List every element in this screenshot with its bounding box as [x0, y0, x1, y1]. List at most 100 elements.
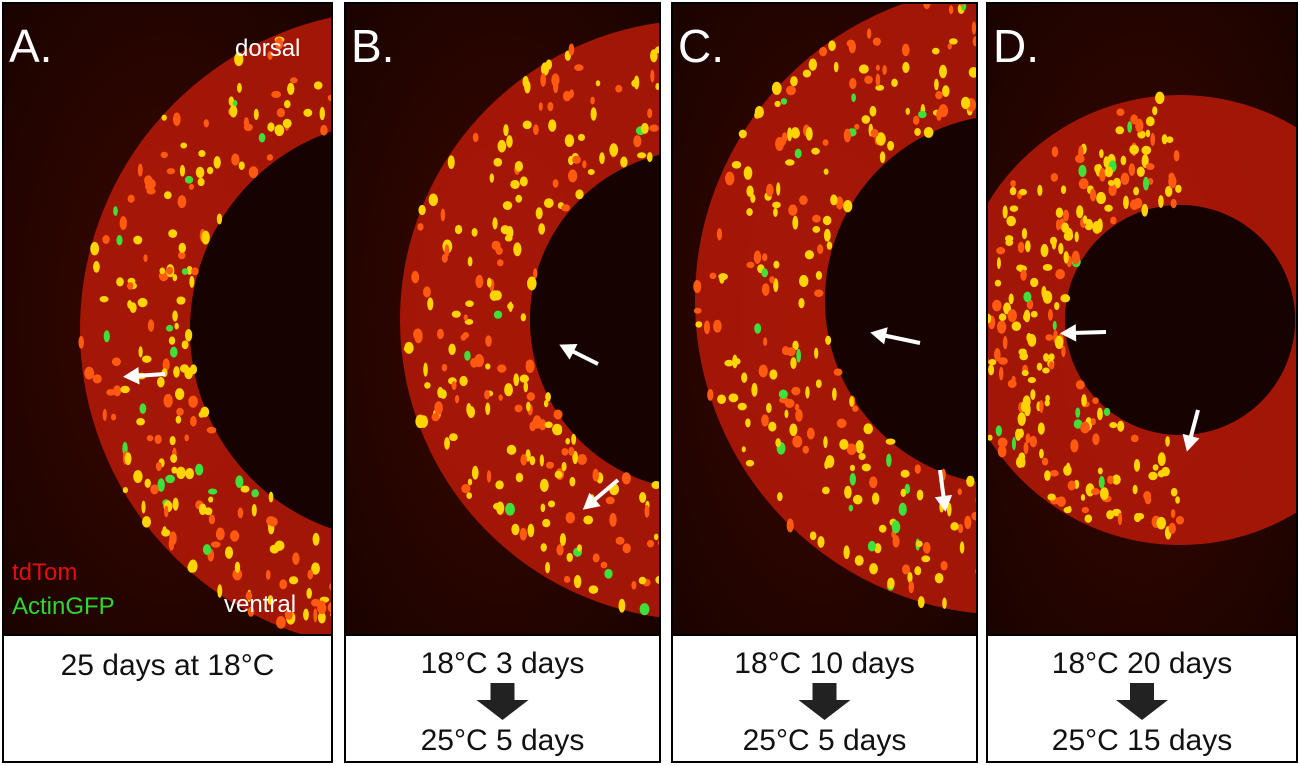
cell [1164, 185, 1173, 197]
legend-actingfp: ActinGFP [12, 593, 115, 620]
cell [1117, 420, 1125, 432]
cell [802, 69, 812, 78]
cell [515, 472, 524, 483]
cell [1023, 313, 1028, 321]
cell [1039, 400, 1044, 414]
cell [141, 516, 152, 528]
cell [577, 133, 585, 142]
micrograph [987, 3, 1297, 635]
cell [647, 108, 653, 119]
down-arrow [1116, 683, 1168, 720]
cell [514, 160, 524, 172]
cell [615, 536, 625, 545]
panel-letter: A. [9, 20, 52, 72]
cell [1120, 155, 1127, 166]
cell [852, 494, 863, 505]
cell [417, 223, 424, 231]
cell [327, 94, 332, 102]
cell [960, 96, 971, 110]
cell [769, 369, 778, 380]
cell [1133, 197, 1143, 209]
cell [1156, 516, 1167, 530]
cell [1052, 320, 1057, 331]
cell [475, 274, 484, 289]
cell [946, 502, 952, 517]
cell [92, 374, 102, 384]
cell [728, 393, 739, 403]
cell [915, 540, 923, 548]
cell [1048, 361, 1055, 370]
cell [527, 523, 535, 538]
cell [434, 401, 443, 415]
cell [122, 487, 128, 494]
cell [994, 279, 1002, 287]
cell [563, 576, 571, 583]
cell [1089, 188, 1097, 202]
cell [176, 407, 184, 416]
cell [146, 435, 154, 442]
cell [168, 536, 175, 551]
cell [110, 413, 117, 421]
cell [1021, 369, 1029, 377]
cell [786, 85, 796, 96]
cell [947, 43, 952, 50]
cell [561, 461, 567, 472]
cell [267, 51, 273, 60]
cell [869, 476, 878, 489]
cell [127, 194, 135, 203]
cell [914, 464, 921, 474]
cell [493, 310, 503, 319]
cell [835, 196, 844, 210]
cell [595, 80, 601, 87]
cell [590, 96, 595, 105]
cell [437, 328, 444, 340]
cell [137, 163, 143, 177]
cell [502, 201, 513, 210]
cell [1136, 166, 1145, 177]
cell [1027, 333, 1037, 347]
cell [822, 139, 829, 146]
cell [964, 515, 972, 530]
cell [520, 313, 527, 322]
cell [590, 107, 597, 121]
cell [174, 322, 179, 330]
cell [717, 394, 727, 404]
cell [177, 195, 187, 209]
cell [1110, 216, 1117, 225]
cell [237, 82, 242, 93]
cell [1039, 448, 1044, 459]
cell [437, 386, 444, 399]
arrow [1071, 330, 1107, 335]
cell [1092, 397, 1099, 404]
cell [113, 206, 118, 217]
cell [775, 136, 785, 151]
cell [1084, 514, 1093, 523]
cell [746, 208, 753, 216]
cell [495, 246, 503, 255]
cell [111, 357, 121, 366]
cell [506, 135, 513, 148]
cell [605, 496, 615, 505]
cell [489, 173, 495, 183]
cell [703, 320, 711, 335]
cell [173, 366, 180, 378]
cell [1104, 204, 1113, 212]
cell [655, 575, 660, 585]
cell [548, 119, 557, 132]
cell [776, 182, 781, 196]
caption-box [2, 634, 333, 763]
cell [998, 357, 1008, 365]
cell [741, 372, 748, 383]
cell [966, 475, 975, 487]
cell [172, 497, 179, 511]
cell [995, 425, 1002, 437]
cell [663, 606, 669, 618]
cell [874, 543, 882, 554]
cell [693, 279, 702, 294]
cell [150, 484, 159, 495]
cell [188, 395, 198, 408]
cell [188, 183, 195, 190]
cell [440, 208, 446, 222]
cell [600, 561, 608, 569]
cell [942, 85, 950, 98]
